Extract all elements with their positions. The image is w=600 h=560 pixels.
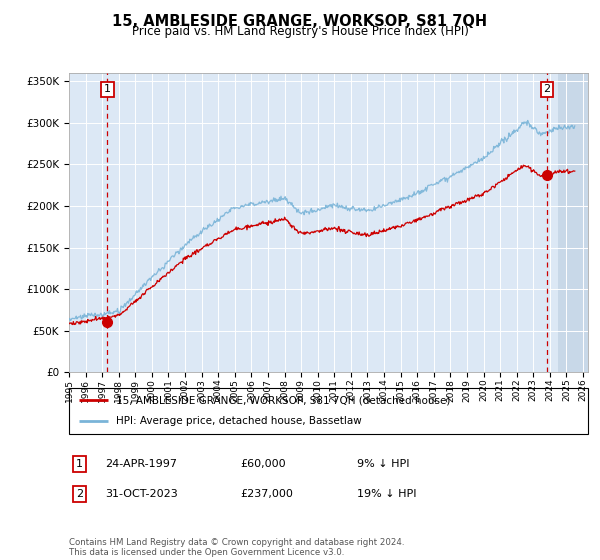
- Text: HPI: Average price, detached house, Bassetlaw: HPI: Average price, detached house, Bass…: [116, 417, 361, 427]
- Text: £237,000: £237,000: [240, 489, 293, 499]
- Text: Contains HM Land Registry data © Crown copyright and database right 2024.
This d: Contains HM Land Registry data © Crown c…: [69, 538, 404, 557]
- Text: 19% ↓ HPI: 19% ↓ HPI: [357, 489, 416, 499]
- Bar: [558, 73, 592, 372]
- Text: Price paid vs. HM Land Registry's House Price Index (HPI): Price paid vs. HM Land Registry's House …: [131, 25, 469, 38]
- Text: £60,000: £60,000: [240, 459, 286, 469]
- Text: 24-APR-1997: 24-APR-1997: [105, 459, 177, 469]
- Text: 15, AMBLESIDE GRANGE, WORKSOP, S81 7QH (detached house): 15, AMBLESIDE GRANGE, WORKSOP, S81 7QH (…: [116, 395, 450, 405]
- Text: 1: 1: [76, 459, 83, 469]
- Text: 2: 2: [544, 85, 551, 95]
- Text: 2: 2: [76, 489, 83, 499]
- Text: 9% ↓ HPI: 9% ↓ HPI: [357, 459, 409, 469]
- Text: 31-OCT-2023: 31-OCT-2023: [105, 489, 178, 499]
- Text: 15, AMBLESIDE GRANGE, WORKSOP, S81 7QH: 15, AMBLESIDE GRANGE, WORKSOP, S81 7QH: [112, 14, 488, 29]
- Text: 1: 1: [104, 85, 111, 95]
